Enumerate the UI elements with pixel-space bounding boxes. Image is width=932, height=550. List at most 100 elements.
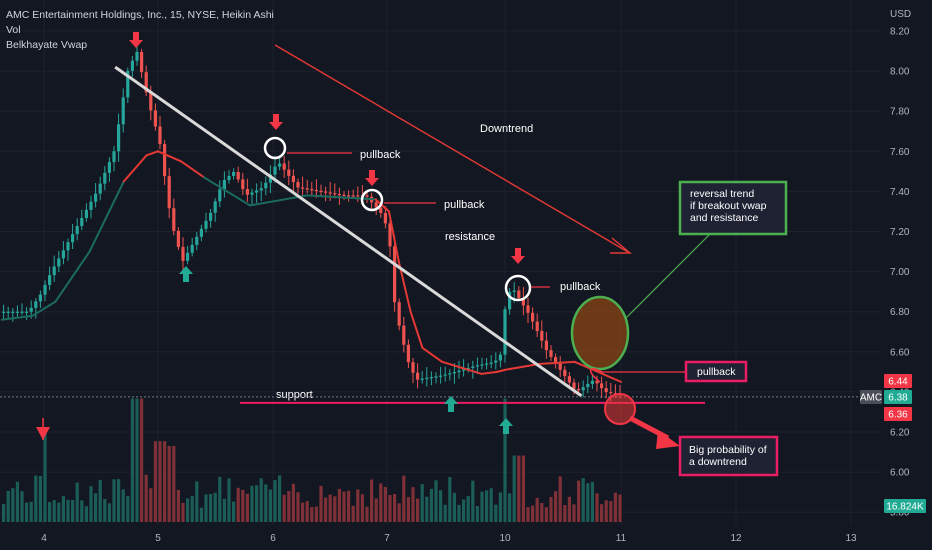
candle-body [457,370,461,373]
candle-body [167,176,171,209]
candle-body [416,372,420,380]
candle-body [351,195,355,197]
candle-body [590,380,594,384]
volume-bar [57,502,61,522]
volume-bar [379,483,383,522]
candle-body [195,236,199,245]
pullback-label: pullback [360,149,401,161]
volume-bar [255,485,259,522]
down-arrow-icon [365,178,379,186]
vwap-segment [573,360,599,373]
volume-bar [117,479,121,522]
candle-body [609,392,613,394]
volume-bar [48,502,52,522]
volume-bar [452,492,456,522]
vwap-segment [180,160,205,179]
chart-legend: AMC Entertainment Holdings, Inc., 15, NY… [6,8,274,53]
volume-bar [181,502,185,522]
volume-bar [360,494,364,522]
volume-bar [199,507,203,522]
volume-bar [15,481,19,522]
volume-bar [586,483,590,522]
pullback-label: pullback [444,199,485,211]
volume-bar [324,497,328,522]
volume-bar [236,487,240,522]
volume-bar [494,504,498,522]
candle-body [402,325,406,345]
candle-body [232,172,236,177]
volume-bar [475,506,479,522]
candle-body [517,290,521,298]
vwap-segment [226,190,251,207]
candle-body [287,169,291,176]
candle-body [268,174,272,183]
volume-bar [25,502,29,522]
candle-body [80,217,84,227]
volume-bar [98,479,102,522]
volume-bar [172,446,176,522]
candle-body [71,234,75,243]
volume-bar [186,498,190,522]
volume-bar [291,483,295,522]
volume-bar [600,504,604,522]
badge-volume: 16.824K [886,502,924,513]
volume-bar [328,494,332,522]
candle-body [222,180,226,190]
badge-low: 6.36 [888,410,908,421]
volume-bar [503,398,507,522]
candle-body [84,209,88,218]
volume-bar [259,478,263,522]
probability-text-line: a downtrend [689,456,747,468]
x-axis: 4 5 6 7 10 11 12 13 [41,533,857,544]
candle-body [512,290,516,292]
volume-bar [112,479,116,522]
reversal-zone-ellipse [570,295,630,371]
volume-bar [549,496,553,522]
up-arrow-icon [179,266,193,274]
candle-body [535,321,539,332]
vwap-segment [421,346,444,363]
volume-bar [489,488,493,522]
volume-bar [250,485,254,522]
volume-bar [337,488,341,522]
volume-bar [383,486,387,522]
volume-bar [462,499,466,522]
badge-last: 6.38 [888,393,908,404]
candle-body [383,212,387,224]
candle-body [218,189,222,202]
candle-body [209,212,213,221]
badge-low-bg [884,407,912,421]
candle-body [255,190,259,193]
volume-bar [89,486,93,522]
x-tick-label: 7 [384,533,390,544]
badge-high: 6.44 [888,377,908,388]
candle-body [485,363,489,365]
vwap-segment [596,370,622,383]
volume-bar [512,455,516,522]
volume-bar [554,491,558,522]
volume-bar [517,455,521,522]
badge-symbol-bg [860,390,882,404]
volume-bar [245,493,249,522]
candle-body [172,208,176,231]
candle-body [245,189,249,195]
volume-bar [232,501,236,522]
volume-bar [305,501,309,522]
volume-bar [333,496,337,522]
vwap-segment [538,360,576,365]
volume-bar [397,503,401,522]
up-arrow-icon [503,426,509,434]
candle-body [158,126,162,145]
volume-bar [563,505,567,522]
candle-body [163,144,167,177]
volume-bar [581,478,585,522]
down-arrow-icon [36,427,50,440]
candle-body [2,311,6,313]
candle-body [75,226,79,235]
y-tick-label: 7.20 [890,227,910,238]
volume-bar [544,507,548,522]
candle-body [61,250,65,259]
candle-body [526,305,530,313]
candle-body [563,369,567,377]
